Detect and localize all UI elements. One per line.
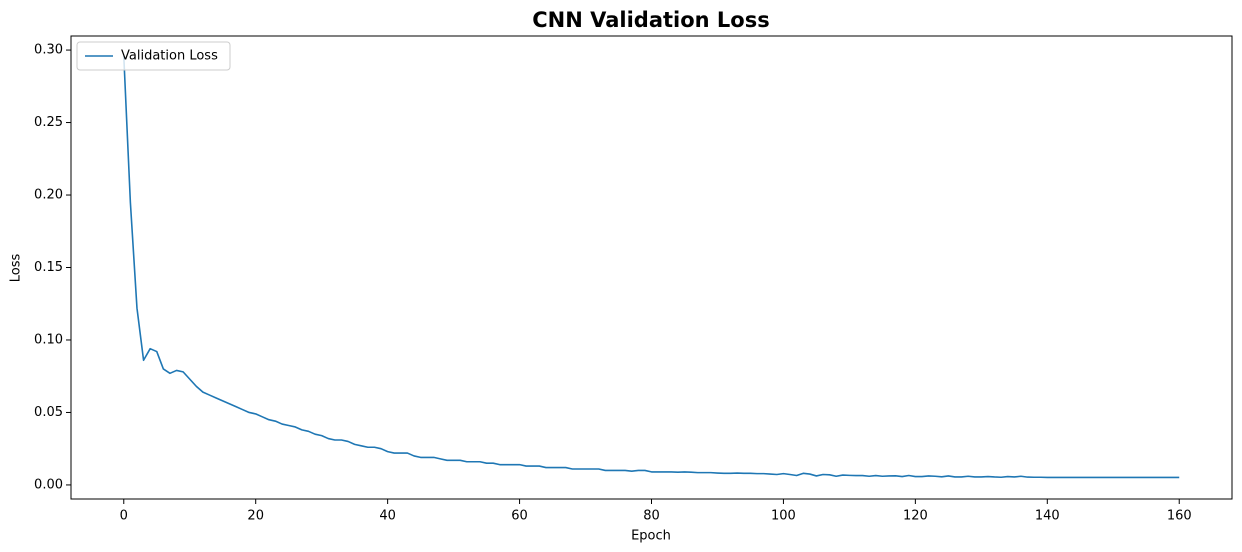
x-axis-label: Epoch — [631, 529, 671, 544]
y-tick-label: 0.20 — [34, 188, 63, 203]
x-tick-label: 140 — [1035, 509, 1060, 524]
x-tick-label: 20 — [247, 509, 264, 524]
legend-box — [76, 41, 231, 71]
x-tick-label: 60 — [511, 509, 528, 524]
y-tick-label: 0.05 — [34, 405, 63, 420]
x-tick-label: 100 — [771, 509, 796, 524]
axes-frame — [70, 35, 1233, 500]
y-tick-label: 0.00 — [34, 477, 63, 492]
line — [122, 55, 1180, 479]
y-tick-label: 0.25 — [34, 115, 63, 130]
legend-label: Validation Loss — [121, 49, 218, 64]
x-tick-label: 40 — [379, 509, 396, 524]
y-tick-label: 0.10 — [34, 332, 63, 347]
chart-title: CNN Validation Loss — [532, 8, 769, 32]
x-tick-label: 160 — [1167, 509, 1192, 524]
x-tick-label: 80 — [643, 509, 660, 524]
y-tick-label: 0.15 — [34, 260, 63, 275]
x-tick-label: 120 — [903, 509, 928, 524]
y-axis-label: Loss — [9, 254, 24, 283]
y-tick-label: 0.30 — [34, 43, 63, 58]
x-tick-label: 0 — [120, 509, 128, 524]
